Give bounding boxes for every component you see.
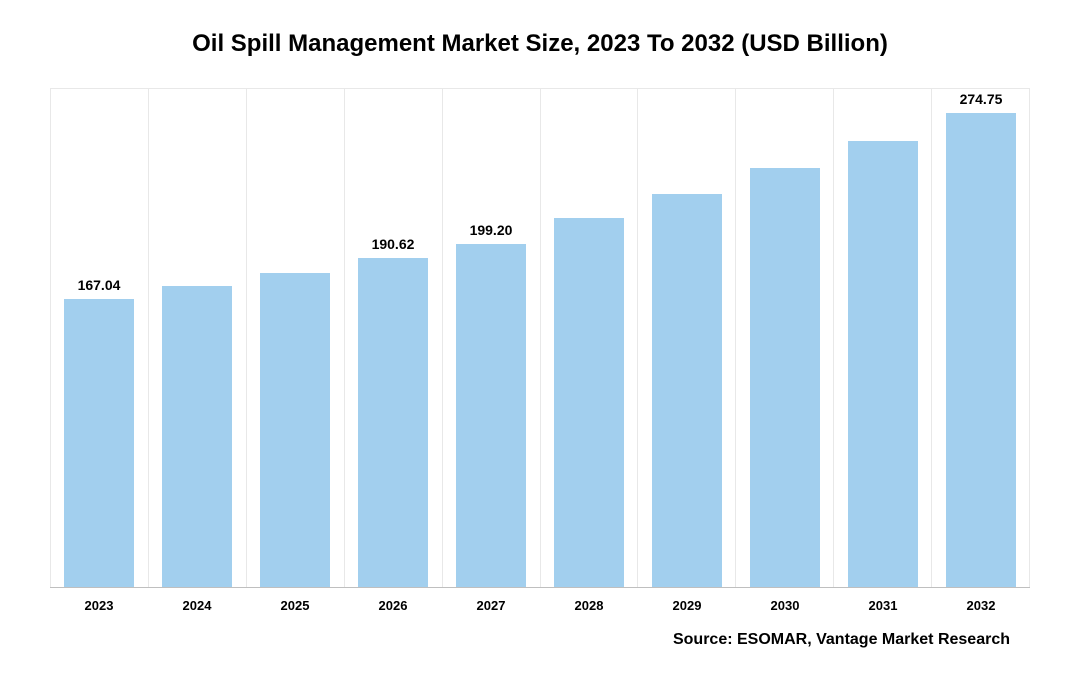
chart-title: Oil Spill Management Market Size, 2023 T… (192, 30, 888, 58)
x-tick-label: 2027 (442, 598, 540, 613)
bar-slot (148, 89, 246, 587)
chart-container: 167.04 190.62 199.20 (50, 88, 1030, 613)
bar-value-label: 167.04 (78, 277, 121, 293)
bar-value-label: 199.20 (470, 222, 513, 238)
bar-slot: 190.62 (344, 89, 442, 587)
x-tick-label: 2026 (344, 598, 442, 613)
x-tick-label: 2031 (834, 598, 932, 613)
source-attribution: Source: ESOMAR, Vantage Market Research (50, 631, 1030, 649)
bar-2027: 199.20 (456, 244, 527, 587)
x-tick-label: 2025 (246, 598, 344, 613)
x-tick-label: 2024 (148, 598, 246, 613)
x-tick-label: 2023 (50, 598, 148, 613)
bar-slot: 199.20 (442, 89, 540, 587)
bar-2031 (848, 141, 919, 587)
x-axis: 2023 2024 2025 2026 2027 2028 2029 2030 … (50, 598, 1030, 613)
bar-2030 (750, 168, 821, 587)
bar-2029 (652, 194, 723, 587)
bar-2028 (554, 218, 625, 587)
bar-value-label: 274.75 (960, 91, 1003, 107)
x-tick-label: 2028 (540, 598, 638, 613)
x-tick-label: 2032 (932, 598, 1030, 613)
bar-slot (540, 89, 638, 587)
bar-slot (638, 89, 736, 587)
bar-2023: 167.04 (64, 299, 135, 587)
bar-slot (246, 89, 344, 587)
bar-value-label: 190.62 (372, 236, 415, 252)
bar-slot (834, 89, 932, 587)
bar-slot (736, 89, 834, 587)
plot-area: 167.04 190.62 199.20 (50, 88, 1030, 588)
bar-2025 (260, 273, 331, 587)
bars-layer: 167.04 190.62 199.20 (50, 89, 1030, 587)
bar-slot: 274.75 (932, 89, 1030, 587)
bar-slot: 167.04 (50, 89, 148, 587)
bar-2024 (162, 286, 233, 587)
x-tick-label: 2030 (736, 598, 834, 613)
bar-2032: 274.75 (946, 113, 1017, 587)
bar-2026: 190.62 (358, 258, 429, 587)
x-tick-label: 2029 (638, 598, 736, 613)
